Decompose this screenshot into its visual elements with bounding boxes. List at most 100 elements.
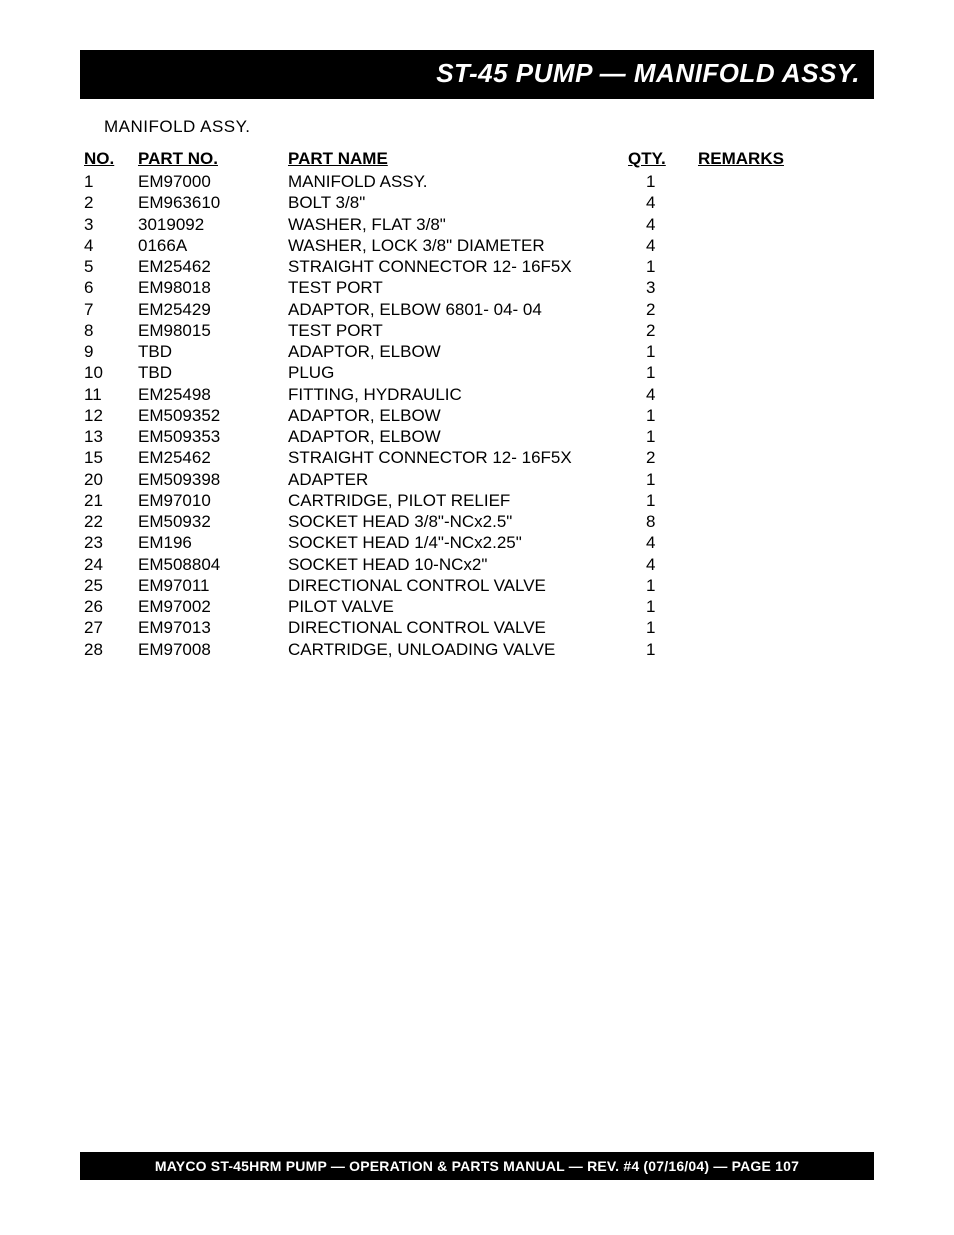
- cell-qty: 4: [628, 192, 698, 213]
- footer-bar: MAYCO ST-45HRM PUMP — OPERATION & PARTS …: [80, 1152, 874, 1180]
- cell-part-no: EM97013: [138, 617, 288, 638]
- cell-no: 12: [84, 405, 138, 426]
- cell-part-no: EM196: [138, 532, 288, 553]
- cell-part-name: CARTRIDGE, PILOT RELIEF: [288, 490, 628, 511]
- cell-remarks: [698, 575, 878, 596]
- cell-part-no: TBD: [138, 341, 288, 362]
- col-header-no: NO.: [84, 149, 138, 171]
- table-row: 20EM509398ADAPTER1: [84, 469, 878, 490]
- cell-remarks: [698, 447, 878, 468]
- cell-part-no: EM50932: [138, 511, 288, 532]
- table-row: 24EM508804SOCKET HEAD 10-NCx2"4: [84, 554, 878, 575]
- cell-part-name: ADAPTER: [288, 469, 628, 490]
- cell-no: 8: [84, 320, 138, 341]
- cell-part-no: EM97011: [138, 575, 288, 596]
- cell-qty: 4: [628, 384, 698, 405]
- cell-remarks: [698, 235, 878, 256]
- cell-part-no: EM25429: [138, 299, 288, 320]
- cell-no: 13: [84, 426, 138, 447]
- cell-no: 27: [84, 617, 138, 638]
- cell-remarks: [698, 192, 878, 213]
- cell-no: 10: [84, 362, 138, 383]
- cell-no: 28: [84, 639, 138, 660]
- cell-remarks: [698, 277, 878, 298]
- table-row: 10TBDPLUG1: [84, 362, 878, 383]
- cell-part-name: BOLT 3/8": [288, 192, 628, 213]
- table-row: 9TBDADAPTOR, ELBOW1: [84, 341, 878, 362]
- cell-part-name: SOCKET HEAD 10-NCx2": [288, 554, 628, 575]
- cell-remarks: [698, 596, 878, 617]
- cell-part-name: FITTING, HYDRAULIC: [288, 384, 628, 405]
- table-row: 12EM509352ADAPTOR, ELBOW1: [84, 405, 878, 426]
- cell-remarks: [698, 490, 878, 511]
- table-row: 22EM50932SOCKET HEAD 3/8"-NCx2.5"8: [84, 511, 878, 532]
- cell-no: 23: [84, 532, 138, 553]
- table-row: 33019092WASHER, FLAT 3/8"4: [84, 214, 878, 235]
- cell-no: 4: [84, 235, 138, 256]
- cell-qty: 4: [628, 554, 698, 575]
- cell-no: 6: [84, 277, 138, 298]
- cell-qty: 1: [628, 426, 698, 447]
- cell-qty: 2: [628, 447, 698, 468]
- cell-remarks: [698, 639, 878, 660]
- cell-no: 22: [84, 511, 138, 532]
- cell-part-name: ADAPTOR, ELBOW: [288, 426, 628, 447]
- cell-part-name: ADAPTOR, ELBOW: [288, 405, 628, 426]
- cell-qty: 4: [628, 532, 698, 553]
- cell-remarks: [698, 426, 878, 447]
- cell-remarks: [698, 341, 878, 362]
- cell-part-name: MANIFOLD ASSY.: [288, 171, 628, 192]
- cell-no: 21: [84, 490, 138, 511]
- cell-no: 5: [84, 256, 138, 277]
- cell-part-no: EM97008: [138, 639, 288, 660]
- table-row: 26EM97002PILOT VALVE1: [84, 596, 878, 617]
- cell-part-no: EM97010: [138, 490, 288, 511]
- cell-qty: 1: [628, 617, 698, 638]
- cell-no: 1: [84, 171, 138, 192]
- cell-remarks: [698, 554, 878, 575]
- cell-part-name: STRAIGHT CONNECTOR 12- 16F5X: [288, 447, 628, 468]
- cell-qty: 4: [628, 214, 698, 235]
- cell-part-name: DIRECTIONAL CONTROL VALVE: [288, 617, 628, 638]
- cell-part-no: EM25462: [138, 447, 288, 468]
- cell-remarks: [698, 214, 878, 235]
- cell-part-name: WASHER, LOCK 3/8" DIAMETER: [288, 235, 628, 256]
- cell-part-no: TBD: [138, 362, 288, 383]
- cell-no: 2: [84, 192, 138, 213]
- cell-part-name: PLUG: [288, 362, 628, 383]
- cell-qty: 8: [628, 511, 698, 532]
- cell-remarks: [698, 469, 878, 490]
- cell-part-name: DIRECTIONAL CONTROL VALVE: [288, 575, 628, 596]
- cell-part-name: TEST PORT: [288, 277, 628, 298]
- col-header-qty: QTY.: [628, 149, 698, 171]
- table-row: 5EM25462STRAIGHT CONNECTOR 12- 16F5X1: [84, 256, 878, 277]
- cell-part-name: WASHER, FLAT 3/8": [288, 214, 628, 235]
- title-bar: ST-45 PUMP — MANIFOLD ASSY.: [80, 50, 874, 99]
- cell-part-name: SOCKET HEAD 1/4"-NCx2.25": [288, 532, 628, 553]
- subheading: MANIFOLD ASSY.: [104, 117, 874, 137]
- cell-qty: 1: [628, 171, 698, 192]
- cell-part-name: ADAPTOR, ELBOW: [288, 341, 628, 362]
- cell-remarks: [698, 256, 878, 277]
- cell-no: 7: [84, 299, 138, 320]
- cell-part-name: SOCKET HEAD 3/8"-NCx2.5": [288, 511, 628, 532]
- cell-remarks: [698, 405, 878, 426]
- cell-remarks: [698, 384, 878, 405]
- cell-part-no: EM97002: [138, 596, 288, 617]
- cell-part-name: PILOT VALVE: [288, 596, 628, 617]
- cell-no: 9: [84, 341, 138, 362]
- cell-remarks: [698, 320, 878, 341]
- cell-no: 20: [84, 469, 138, 490]
- cell-part-no: EM25498: [138, 384, 288, 405]
- cell-part-no: 3019092: [138, 214, 288, 235]
- cell-qty: 1: [628, 362, 698, 383]
- cell-no: 11: [84, 384, 138, 405]
- cell-qty: 1: [628, 575, 698, 596]
- cell-qty: 1: [628, 341, 698, 362]
- table-row: 28EM97008CARTRIDGE, UNLOADING VALVE1: [84, 639, 878, 660]
- cell-part-no: EM98015: [138, 320, 288, 341]
- cell-no: 3: [84, 214, 138, 235]
- cell-qty: 1: [628, 639, 698, 660]
- cell-part-name: STRAIGHT CONNECTOR 12- 16F5X: [288, 256, 628, 277]
- cell-qty: 2: [628, 299, 698, 320]
